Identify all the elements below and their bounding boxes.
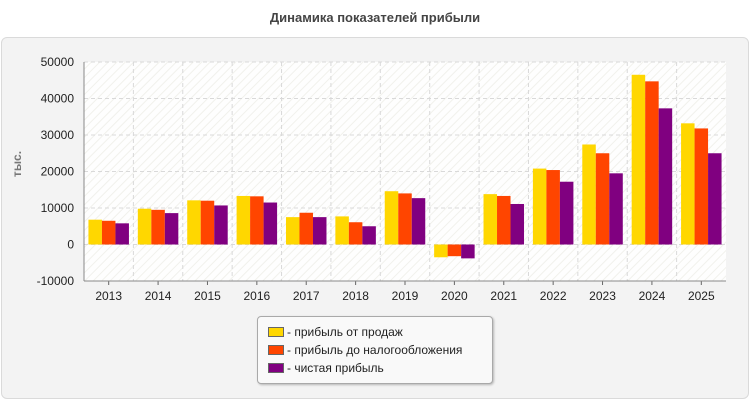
x-tick-label: 2018 — [342, 289, 369, 303]
bar-2021-1 — [483, 194, 498, 245]
x-tick-label: 2017 — [293, 289, 320, 303]
legend-swatch-pretax-profit — [268, 345, 284, 355]
legend-label-net-profit: - чистая прибыль — [287, 361, 384, 375]
legend-swatch-net-profit — [268, 363, 284, 373]
bar-2023-3 — [609, 173, 623, 245]
bar-2020-3 — [461, 244, 475, 259]
bar-2023-2 — [595, 153, 610, 245]
legend: - прибыль от продаж - прибыль до налогоо… — [257, 316, 493, 384]
bar-2025-3 — [708, 153, 722, 245]
bar-2014-2 — [151, 209, 165, 245]
x-tick-label: 2022 — [540, 289, 567, 303]
y-tick-label: 20000 — [41, 165, 75, 179]
bar-2013-3 — [115, 223, 129, 245]
bar-2018-1 — [335, 216, 349, 245]
y-tick-label: -10000 — [37, 274, 75, 288]
x-tick-label: 2023 — [589, 289, 616, 303]
bars — [88, 74, 722, 259]
legend-item-pretax-profit: - прибыль до налогообложения — [268, 343, 462, 357]
bar-2022-1 — [532, 168, 547, 245]
x-tick-label: 2025 — [688, 289, 715, 303]
bar-2019-1 — [384, 191, 399, 245]
bar-2024-3 — [658, 108, 673, 245]
bar-2023-1 — [582, 144, 596, 245]
legend-swatch-sales-profit — [268, 327, 284, 337]
x-tick-label: 2015 — [194, 289, 221, 303]
legend-label-sales-profit: - прибыль от продаж — [287, 325, 403, 339]
bar-2014-1 — [137, 208, 152, 245]
bar-2016-2 — [250, 196, 264, 245]
bar-2017-1 — [285, 217, 300, 245]
y-tick-label: 50000 — [41, 55, 75, 69]
legend-label-pretax-profit: - прибыль до налогообложения — [287, 343, 463, 357]
bar-2013-2 — [101, 220, 116, 245]
chart-title: Динамика показателей прибыли — [269, 10, 481, 25]
bar-2014-3 — [164, 213, 179, 245]
bar-2022-2 — [546, 170, 560, 245]
x-tick-label: 2013 — [95, 289, 122, 303]
bar-2021-3 — [510, 203, 525, 245]
bar-2015-2 — [200, 200, 215, 245]
x-tick-label: 2014 — [145, 289, 172, 303]
bar-2020-1 — [434, 244, 448, 258]
y-axis-label: тыс. — [10, 151, 24, 177]
axes — [83, 62, 726, 285]
bar-2025-2 — [694, 128, 709, 245]
bar-2019-3 — [411, 198, 426, 245]
bar-2018-2 — [348, 222, 363, 245]
bar-2017-2 — [299, 212, 313, 245]
tick-labels: 50000 40000 30000 20000 10000 0 -10000 2013 2014… — [37, 55, 715, 303]
y-tick-label: 30000 — [41, 128, 75, 142]
x-tick-label: 2016 — [243, 289, 270, 303]
x-tick-label: 2024 — [639, 289, 666, 303]
y-tick-label: 10000 — [41, 201, 75, 215]
x-tick-label: 2020 — [441, 289, 468, 303]
bar-2013-1 — [88, 219, 102, 245]
bar-2015-3 — [214, 205, 228, 245]
bar-2024-2 — [645, 81, 659, 245]
bar-2016-1 — [236, 195, 251, 245]
plot-area — [84, 62, 726, 281]
bar-2017-3 — [312, 217, 327, 245]
bar-2015-1 — [187, 200, 201, 245]
bar-2021-2 — [497, 195, 511, 245]
y-tick-label: 40000 — [41, 92, 75, 106]
legend-item-sales-profit: - прибыль от продаж — [268, 325, 403, 339]
x-tick-label: 2021 — [490, 289, 517, 303]
bar-2022-3 — [559, 181, 574, 245]
bar-2025-1 — [681, 123, 695, 245]
y-tick-label: 0 — [67, 238, 74, 252]
bar-2019-2 — [398, 193, 412, 245]
bar-2020-2 — [447, 244, 462, 257]
legend-item-net-profit: - чистая прибыль — [268, 361, 384, 375]
bar-2018-3 — [362, 226, 376, 245]
bar-2024-1 — [631, 74, 646, 245]
x-tick-label: 2019 — [392, 289, 419, 303]
bar-2016-3 — [263, 202, 278, 245]
